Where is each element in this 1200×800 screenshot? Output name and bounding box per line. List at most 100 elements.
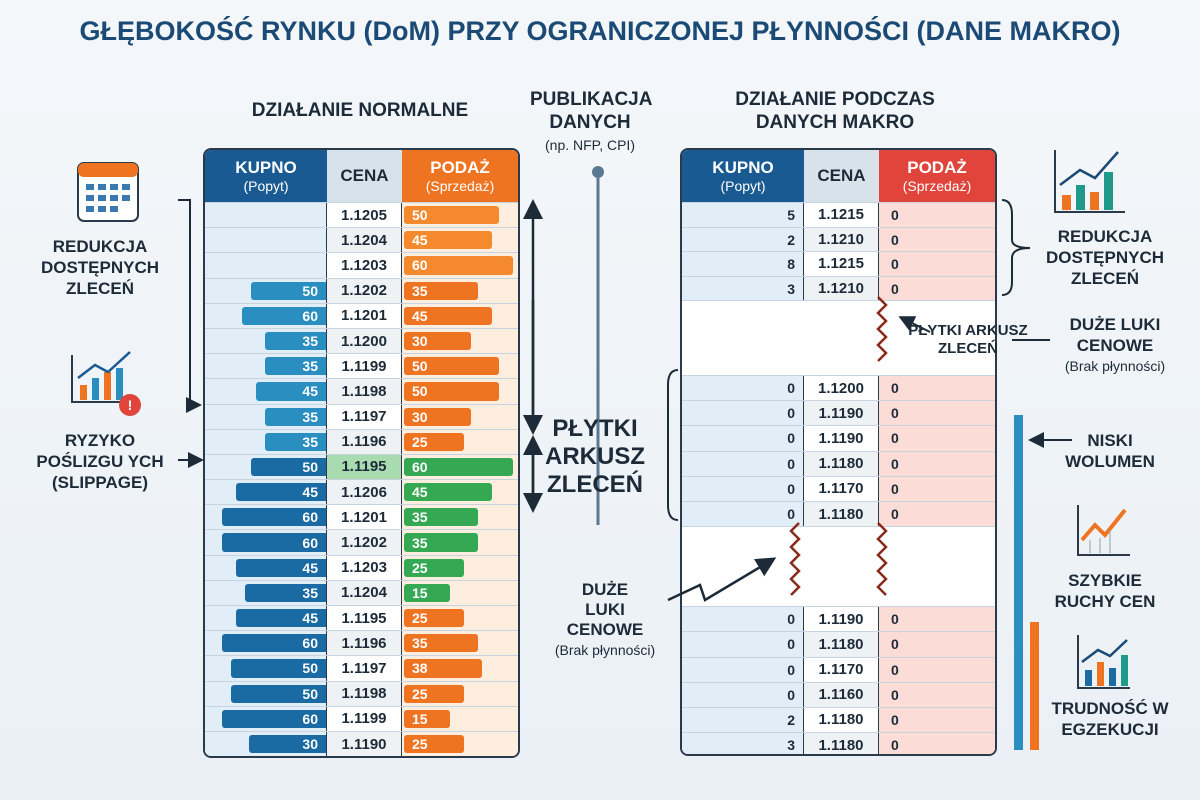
left-reduction-label: REDUKCJA DOSTĘPNYCH ZLECEŃ (40, 237, 160, 298)
table-row: 1.1203 60 (205, 252, 518, 278)
ask-bar: 25 (404, 609, 464, 628)
ask-bar: 25 (404, 734, 464, 754)
price-cell: 1.1203 (327, 253, 402, 278)
table-row: 3 1.1210 0 (682, 275, 995, 300)
chart-warning-icon: ! (71, 351, 141, 416)
price-cell: 1.1190 (804, 426, 879, 451)
table-row: 50 1.1195 60 (205, 453, 518, 480)
ask-header: PODAŻ (430, 158, 490, 177)
ask-bar: 15 (404, 583, 450, 602)
ask-value: 0 (891, 256, 899, 272)
fast-moves-label: SZYBKIE RUCHY CEN (1054, 571, 1156, 611)
bid-value: 0 (787, 480, 795, 497)
ask-cell: 25 (402, 731, 518, 756)
bid-cell: 8 (682, 252, 804, 276)
table-row: 0 1.1170 0 (682, 656, 995, 682)
price-cell: 1.1215 (804, 203, 879, 227)
bracket-right (1001, 199, 1031, 296)
table-row: 50 1.1198 25 (205, 680, 518, 706)
bid-value: 8 (787, 256, 795, 272)
price-cell: 1.1199 (327, 354, 402, 379)
ask-value: 0 (891, 636, 899, 653)
bid-cell: 0 (682, 657, 804, 682)
ask-value: 0 (891, 380, 899, 396)
ask-cell: 45 (402, 228, 518, 253)
price-cell: 1.1200 (804, 376, 879, 401)
ask-cell: 45 (402, 303, 518, 328)
ask-value: 0 (891, 280, 899, 297)
ask-value: 0 (891, 405, 899, 422)
ask-cell: 50 (402, 203, 518, 228)
bid-bar: 45 (235, 609, 326, 628)
ask-value: 0 (891, 737, 899, 754)
bid-bar: 35 (264, 407, 326, 426)
shallow-arrow (898, 316, 931, 333)
ask-cell: 35 (402, 505, 518, 530)
table-row: 0 1.1180 0 (682, 500, 995, 527)
table-row: 60 1.1201 45 (205, 302, 518, 328)
ask-bar: 25 (404, 684, 464, 703)
bid-cell: 50 (205, 656, 327, 681)
ask-bar: 30 (404, 331, 471, 351)
price-cell: 1.1215 (804, 252, 879, 276)
price-cell: 1.1170 (804, 476, 879, 501)
ask-cell: 0 (879, 476, 995, 501)
gaps-text: DUŻE LUKI CENOWE (1069, 315, 1161, 355)
table-row: 0 1.1190 0 (682, 400, 995, 426)
ask-cell: 50 (402, 354, 518, 379)
right-panel-title: DZIAŁANIE PODCZAS DANYCH MAKRO (735, 89, 935, 133)
ask-cell: 0 (879, 276, 995, 300)
price-cell: 1.1204 (327, 228, 402, 253)
ask-subheader: (Sprzedaż) (425, 178, 495, 194)
ask-cell: 0 (879, 252, 995, 276)
bid-cell: 50 (205, 454, 327, 480)
bid-cell: 35 (205, 429, 327, 454)
ask-cell: 45 (402, 480, 518, 505)
price-cell: 1.1206 (327, 480, 402, 505)
ask-cell: 0 (879, 707, 995, 733)
ask-subheader: (Sprzedaż) (902, 178, 972, 194)
price-cell: 1.1210 (804, 227, 879, 251)
bid-cell: 60 (205, 505, 327, 530)
bid-value: 0 (787, 505, 795, 522)
ask-cell: 0 (879, 607, 995, 632)
bid-value: 0 (787, 686, 795, 703)
ask-cell: 60 (402, 253, 518, 278)
price-gap (682, 526, 995, 607)
ask-bar: 35 (404, 508, 478, 527)
table-row: 0 1.1160 0 (682, 681, 995, 707)
bid-cell: 60 (205, 706, 327, 731)
price-cell: 1.1197 (327, 656, 402, 681)
table-row: 60 1.1196 35 (205, 630, 518, 656)
ask-bar: 45 (404, 306, 492, 325)
ask-cell: 0 (879, 376, 995, 401)
table-row: 35 1.1199 50 (205, 353, 518, 379)
table-row: 3 1.1180 0 (682, 732, 995, 754)
right-gaps-label: DUŻE LUKI CENOWE (Brak płynności) (1040, 314, 1190, 377)
ask-bar: 38 (404, 659, 483, 678)
table-row: 8 1.1215 0 (682, 251, 995, 276)
ask-cell: 25 (402, 681, 518, 706)
table-row: 45 1.1195 25 (205, 605, 518, 631)
ask-value: 0 (891, 430, 899, 447)
table-row: 50 1.1197 38 (205, 655, 518, 681)
table-row: 45 1.1206 45 (205, 479, 518, 505)
price-cell: 1.1160 (804, 682, 879, 707)
table-row: 0 1.1180 0 (682, 631, 995, 657)
ask-cell: 0 (879, 733, 995, 754)
table-row: 0 1.1180 0 (682, 450, 995, 476)
publication-sub: (np. NFP, CPI) (545, 137, 635, 153)
bid-value: 5 (787, 207, 795, 223)
bid-cell: 35 (205, 328, 327, 354)
bid-bar: 50 (231, 659, 326, 678)
ask-cell: 0 (879, 632, 995, 657)
normal-order-book: KUPNO (Popyt) CENA PODAŻ (Sprzedaż) 1.1205… (203, 148, 520, 758)
calendar-icon (77, 162, 139, 222)
price-cell: 1.1210 (804, 276, 879, 300)
ask-cell: 0 (879, 401, 995, 426)
bid-bar: 50 (231, 684, 326, 703)
price-cell: 1.1180 (804, 632, 879, 657)
ask-cell: 0 (879, 657, 995, 682)
price-cell: 1.1202 (327, 530, 402, 555)
